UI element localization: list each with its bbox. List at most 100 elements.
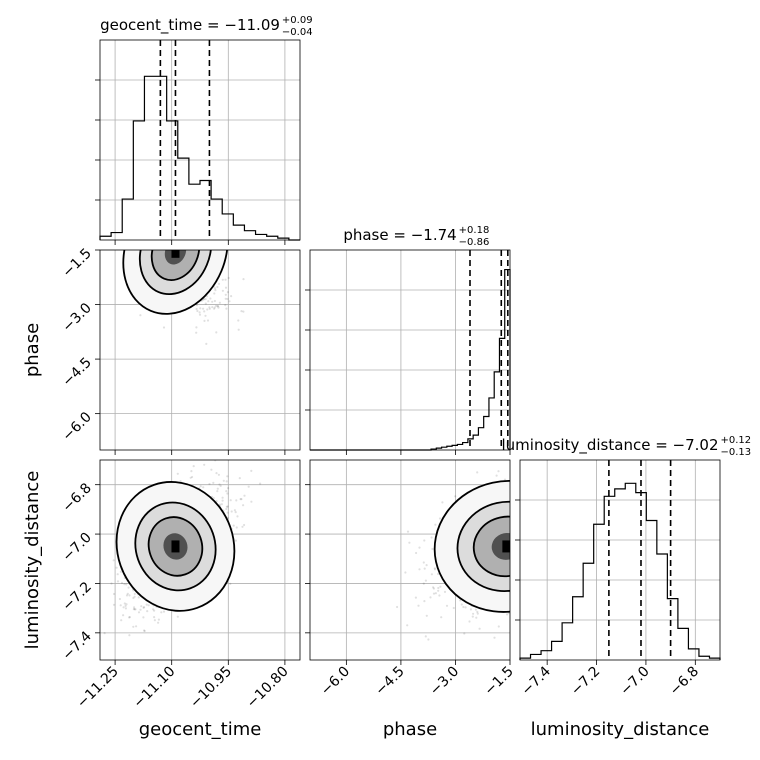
sample-point <box>564 558 566 560</box>
sample-point <box>523 533 525 535</box>
sample-point <box>521 518 523 520</box>
sample-point <box>132 596 135 600</box>
sample-point <box>554 508 556 510</box>
sample-point <box>146 210 148 212</box>
sample-point <box>516 559 518 561</box>
sample-point <box>216 305 219 308</box>
sample-point <box>523 543 525 545</box>
sample-point <box>158 208 160 210</box>
sample-point <box>96 639 98 641</box>
sample-point <box>535 559 537 561</box>
sample-point <box>422 582 425 585</box>
sample-point <box>166 228 168 230</box>
sample-point <box>529 584 531 586</box>
sample-point <box>511 589 513 591</box>
sample-point <box>153 231 155 233</box>
sample-point <box>497 470 500 473</box>
sample-point <box>127 174 129 176</box>
sample-point <box>132 211 134 213</box>
sample-point <box>227 276 230 280</box>
sample-point <box>131 215 133 217</box>
sample-point <box>134 225 136 227</box>
y-tick-label: −7.2 <box>59 579 94 614</box>
sample-point <box>513 580 515 582</box>
sample-point <box>169 242 171 244</box>
sample-point <box>172 228 174 230</box>
sample-point <box>180 233 182 235</box>
sample-point <box>164 243 166 245</box>
sample-point <box>539 632 541 634</box>
sample-point <box>129 188 131 190</box>
sample-point <box>122 606 125 609</box>
sample-point <box>516 532 518 534</box>
sample-point <box>540 508 542 510</box>
sample-point <box>120 619 123 622</box>
sample-point <box>516 520 518 522</box>
sample-point <box>524 554 526 556</box>
sample-point <box>517 541 519 543</box>
sample-point <box>165 197 167 199</box>
sample-point <box>545 548 547 550</box>
sample-point <box>137 611 141 614</box>
sample-point <box>577 493 579 495</box>
sample-point <box>211 300 214 303</box>
sample-point <box>226 297 229 301</box>
sample-point <box>181 243 183 245</box>
sample-point <box>217 473 220 476</box>
sample-point <box>406 530 410 533</box>
sample-point <box>540 537 542 539</box>
sample-point <box>188 246 190 248</box>
sample-point <box>540 543 542 545</box>
sample-point <box>171 247 173 249</box>
sample-point <box>538 529 540 531</box>
sample-point <box>132 608 135 611</box>
sample-point <box>524 561 526 563</box>
sample-point <box>177 223 179 225</box>
sample-point <box>141 215 143 217</box>
sample-point <box>515 524 517 526</box>
sample-point <box>163 195 165 197</box>
sample-point <box>543 567 545 569</box>
y-tick-label: −7.4 <box>59 628 94 663</box>
sample-point <box>463 632 466 635</box>
sample-point <box>140 205 142 207</box>
sample-point <box>192 233 194 235</box>
sample-point <box>201 242 203 244</box>
sample-point <box>525 480 527 482</box>
sample-point <box>523 556 525 558</box>
sample-point <box>137 596 140 599</box>
sample-point <box>188 244 190 246</box>
sample-point <box>525 543 527 545</box>
sample-point <box>224 278 227 281</box>
sample-point <box>569 536 571 538</box>
sample-point <box>154 220 156 222</box>
sample-point <box>540 491 542 493</box>
sample-point <box>224 304 227 307</box>
sample-point <box>147 245 149 247</box>
sample-point <box>174 218 176 220</box>
sample-point <box>190 240 192 242</box>
sample-point <box>241 525 244 528</box>
sample-point <box>140 223 142 225</box>
sample-point <box>139 206 141 208</box>
sample-point <box>118 222 120 224</box>
sample-point <box>226 492 229 495</box>
sample-point <box>139 314 142 317</box>
sample-point <box>178 228 180 230</box>
sample-point <box>540 556 542 558</box>
sample-point <box>127 220 129 222</box>
sample-point <box>207 300 210 303</box>
sample-point <box>408 541 411 544</box>
sample-point <box>512 567 514 569</box>
sample-point <box>516 578 518 580</box>
sample-point <box>188 247 190 249</box>
sample-point <box>148 225 150 227</box>
sample-point <box>424 635 427 638</box>
sample-point <box>224 293 227 296</box>
sample-point <box>511 573 513 575</box>
sample-point <box>152 237 154 239</box>
x-tick-label: −1.5 <box>481 664 516 699</box>
sample-point <box>568 509 570 511</box>
sample-point <box>135 625 138 628</box>
sample-point <box>423 567 426 570</box>
